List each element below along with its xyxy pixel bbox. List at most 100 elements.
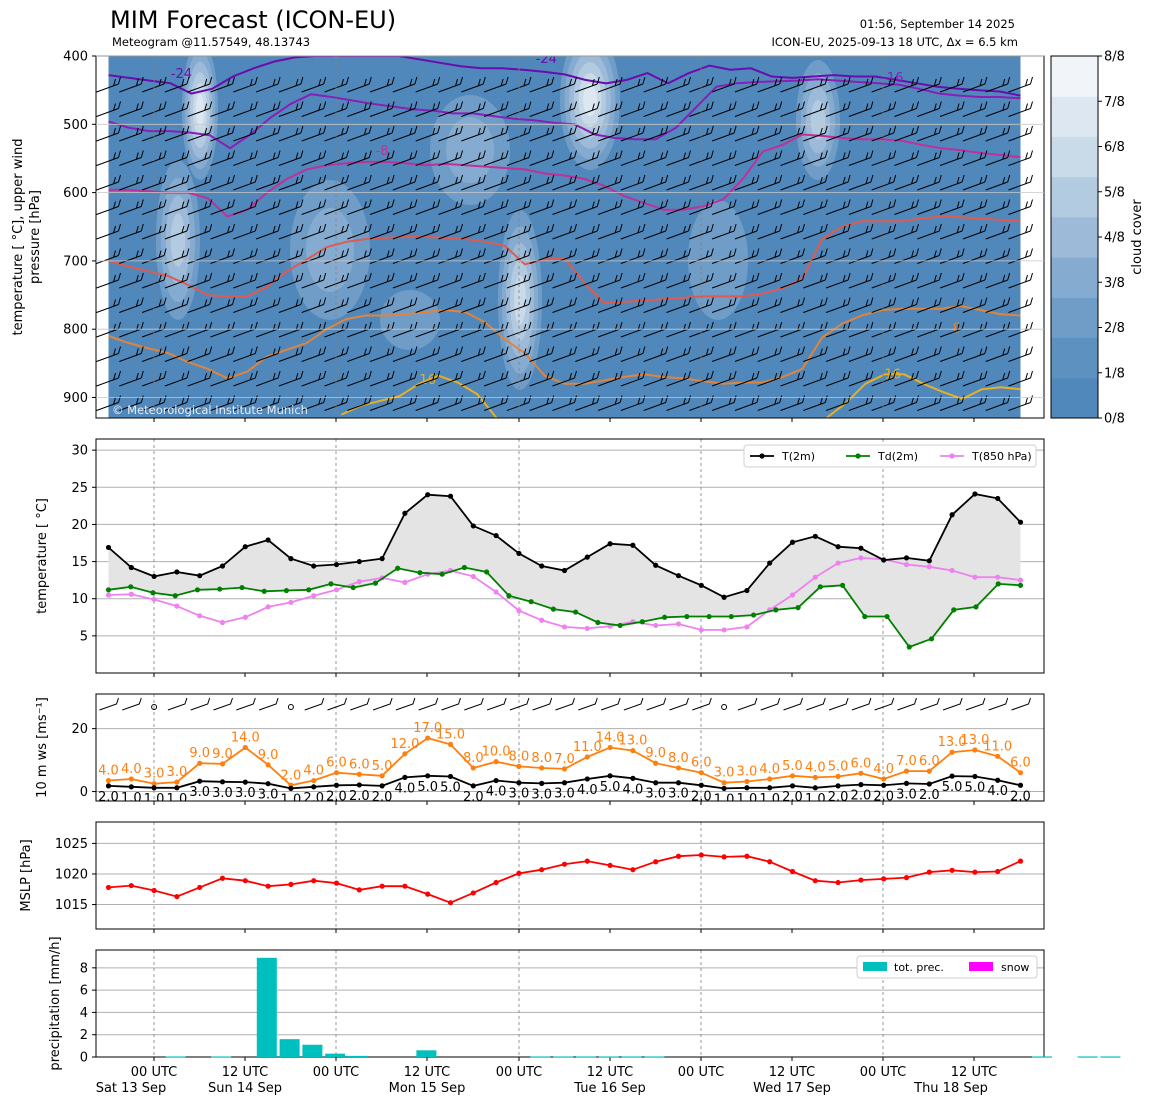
surface-wind-barb xyxy=(190,697,211,711)
wind-barb xyxy=(552,321,577,338)
wind-barb xyxy=(825,297,851,313)
data-point xyxy=(862,613,868,620)
wind-barb xyxy=(575,101,600,117)
wind-barb xyxy=(575,346,600,362)
data-point xyxy=(835,773,841,780)
data-point xyxy=(311,878,317,884)
data-point xyxy=(721,780,727,786)
data-label: 5.0 xyxy=(372,759,393,774)
wind-barb xyxy=(347,223,372,240)
wind-barb xyxy=(848,321,874,338)
wind-barb xyxy=(141,174,167,191)
wind-barb xyxy=(552,248,577,264)
wind-barb xyxy=(962,174,988,191)
wind-barb xyxy=(734,346,760,362)
wind-barb xyxy=(871,199,897,215)
wind-barb xyxy=(529,199,555,215)
wind-barb xyxy=(666,272,691,289)
data-point xyxy=(817,584,823,590)
surface-wind-barb xyxy=(350,697,370,711)
wind-barb xyxy=(985,321,1011,338)
data-label: 4.0 xyxy=(873,762,894,777)
data-point xyxy=(447,773,454,780)
wind-barb xyxy=(552,346,577,362)
wind-barb xyxy=(575,370,600,387)
wind-barb xyxy=(369,76,395,93)
data-point xyxy=(470,573,476,580)
data-point xyxy=(194,587,201,593)
wind-barb xyxy=(529,125,555,142)
wind-barb xyxy=(780,150,805,166)
wind-barb xyxy=(939,370,965,387)
data-label: 15.0 xyxy=(436,727,465,742)
surface-wind-barb xyxy=(600,697,621,711)
legend-swatch xyxy=(863,962,887,971)
data-label: 2.0 xyxy=(873,789,894,804)
wind-barb xyxy=(233,370,258,387)
wind-barb xyxy=(141,125,167,142)
wind-barb xyxy=(689,223,714,240)
legend-frame xyxy=(856,955,1038,979)
data-label: 9.0 xyxy=(212,747,233,762)
wind-barb xyxy=(917,297,942,313)
precip-bar xyxy=(302,1044,323,1057)
wind-barb xyxy=(347,370,372,387)
wind-barb xyxy=(278,395,304,411)
wind-barb xyxy=(483,346,509,362)
pressure-panel: 1015 1020 1025 MSLP [hPa] xyxy=(19,821,1045,933)
data-point xyxy=(903,561,910,568)
data-point xyxy=(217,586,223,592)
data-label: 5.0 xyxy=(600,780,621,795)
wind-barb xyxy=(529,223,555,240)
y-tick-label: 1020 xyxy=(55,867,88,882)
wind-barb xyxy=(962,272,988,289)
wind-barb xyxy=(1008,346,1033,362)
wind-barb xyxy=(985,174,1011,191)
wind-barb xyxy=(187,76,213,93)
data-point xyxy=(506,593,512,599)
wind-barb xyxy=(233,395,258,411)
wind-barb xyxy=(233,248,258,264)
colorbar-tick-label: 2/8 xyxy=(1104,321,1125,336)
wind-barb xyxy=(506,370,532,387)
data-point xyxy=(425,492,431,498)
data-point xyxy=(795,605,801,611)
wind-barb xyxy=(894,76,919,93)
wind-barb xyxy=(529,395,555,411)
wind-barb xyxy=(985,370,1011,387)
wind-barb xyxy=(711,272,737,289)
wind-barb xyxy=(96,272,121,289)
colorbar-tick-label: 8/8 xyxy=(1104,50,1125,65)
wind-barb xyxy=(985,248,1011,264)
wind-barb xyxy=(529,272,555,289)
wind-barb xyxy=(985,101,1011,117)
page-title: MIM Forecast (ICON-EU) xyxy=(110,6,397,34)
surface-wind-barb xyxy=(532,697,553,711)
data-point xyxy=(584,754,590,760)
wind-barb xyxy=(392,297,418,313)
wind-barb xyxy=(415,346,441,362)
data-point xyxy=(539,780,545,786)
wind-barb xyxy=(666,76,691,93)
wind-barb xyxy=(757,174,783,191)
data-point xyxy=(639,619,645,625)
wind-barb xyxy=(301,248,327,264)
data-point xyxy=(265,604,271,610)
wind-barb xyxy=(96,174,121,191)
wind-barb xyxy=(233,174,258,191)
data-point xyxy=(151,596,157,603)
data-point xyxy=(105,587,112,593)
wind-barb xyxy=(461,395,486,411)
wind-barb xyxy=(415,101,441,117)
data-point xyxy=(881,557,887,563)
wind-barb xyxy=(415,321,441,338)
plot-area: 4.0 4.0 3.0 3.09.0 9.014.09.02.0 4.06.0 6.0 5.0… xyxy=(98,697,1031,804)
x-tick-label: 12 UTC xyxy=(587,1065,633,1080)
precip-bar xyxy=(416,1050,437,1057)
data-point xyxy=(288,881,294,887)
wind-barb xyxy=(780,248,805,264)
wind-barb xyxy=(141,321,167,338)
data-label: 2.0 xyxy=(919,788,940,803)
isotherm-label: -8 xyxy=(376,144,389,159)
